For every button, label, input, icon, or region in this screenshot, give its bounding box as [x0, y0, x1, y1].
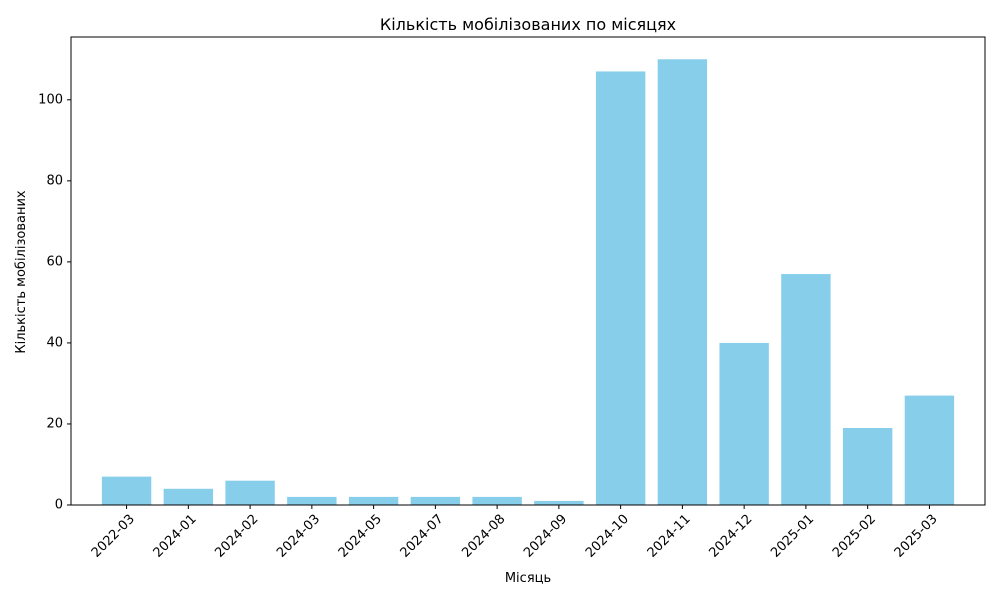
bar-2025-02 [842, 428, 893, 505]
x-tick-label: 2024-01 [151, 512, 200, 561]
y-tick-label: 100 [38, 92, 63, 107]
y-tick-label: 20 [46, 416, 63, 431]
x-tick-label: 2024-05 [336, 512, 385, 561]
x-axis-label: Місяць [505, 571, 551, 586]
x-tick-label: 2024-09 [521, 512, 570, 561]
bar-2024-03 [287, 496, 337, 505]
y-axis-label: Кількість мобілізованих [14, 190, 29, 354]
x-tick-label: 2024-02 [212, 512, 261, 561]
bar-2024-07 [410, 496, 461, 505]
x-tick-label: 2024-10 [583, 512, 632, 561]
bar-2025-01 [781, 274, 831, 505]
plot-frame [70, 36, 986, 506]
bar-2024-08 [472, 496, 522, 505]
x-tick-label: 2024-08 [459, 512, 508, 561]
bar-2024-02 [225, 480, 275, 505]
bar-2024-10 [595, 71, 646, 505]
bar-2024-12 [719, 342, 769, 505]
x-tick-label: 2024-12 [706, 512, 755, 561]
bar-2024-11 [657, 59, 708, 506]
x-tick-label: 2024-03 [274, 512, 323, 561]
y-tick-label: 60 [46, 254, 63, 269]
y-tick-label: 0 [55, 498, 63, 513]
x-tick-label: 2025-01 [768, 512, 817, 561]
chart-title: Кількість мобілізованих по місяцях [380, 15, 676, 34]
bar-2025-03 [904, 395, 955, 505]
y-tick-label: 40 [46, 335, 63, 350]
x-tick-label: 2022-03 [89, 512, 138, 561]
y-axis: 0 20 40 60 80 100 [38, 92, 71, 513]
x-axis: 2022-03 2024-01 2024-02 2024-03 2024-05 2024-… [89, 505, 941, 561]
bars-layer [101, 59, 955, 506]
x-tick-label: 2025-03 [892, 512, 941, 561]
y-tick-label: 80 [46, 173, 63, 188]
x-tick-label: 2024-11 [645, 512, 694, 561]
bar-2024-05 [348, 496, 399, 505]
bar-2024-09 [534, 500, 584, 505]
x-tick-label: 2025-02 [830, 512, 879, 561]
bar-2024-01 [163, 488, 214, 505]
bar-2022-03 [101, 476, 152, 505]
x-tick-label: 2024-07 [398, 512, 447, 561]
